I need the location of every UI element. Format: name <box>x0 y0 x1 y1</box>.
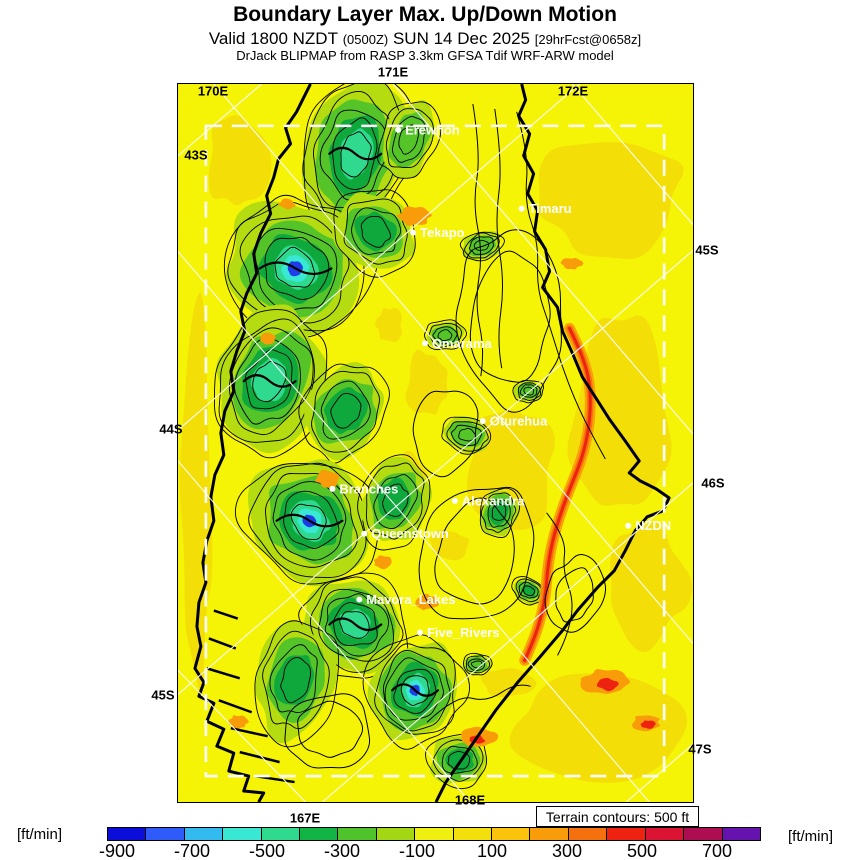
town-label: Oturehua <box>490 414 548 429</box>
page-title: Boundary Layer Max. Up/Down Motion <box>233 3 617 26</box>
town-label: Alexandra <box>462 493 525 508</box>
colorbar-unit-right: [ft/min] <box>788 828 834 845</box>
town-marker-dot <box>410 229 417 236</box>
colorbar-segment <box>261 828 301 840</box>
colorbar-segment <box>568 828 608 840</box>
town-marker-dot <box>329 485 336 492</box>
colorbar-tick-label: -900 <box>98 841 136 860</box>
grid-coordinate-label: 170E <box>197 83 229 99</box>
colorbar-segment <box>376 828 416 840</box>
colorbar-segment <box>492 828 531 840</box>
colorbar-segment <box>645 828 685 840</box>
town-label: Timaru <box>529 201 572 216</box>
colorbar-tick-label: -300 <box>323 841 361 860</box>
town-marker-dot <box>518 205 525 212</box>
grid-coordinate-label: 47S <box>688 741 712 757</box>
town-label: Branches <box>339 481 398 496</box>
colorbar-tick-label: -700 <box>173 841 211 860</box>
colorbar-segment <box>684 828 723 840</box>
forecast-map: Erewhon Timaru Tekapo Omarama Oturehua Branch… <box>177 83 694 803</box>
town-marker-dot <box>356 596 363 603</box>
colorbar-tick-label: 300 <box>551 841 583 860</box>
valid-zulu-time: (0500Z) <box>342 32 389 47</box>
map-canvas: Erewhon Timaru Tekapo Omarama Oturehua Branch… <box>178 84 693 802</box>
colorbar-tick-label: 700 <box>701 841 733 860</box>
forecast-cycle: [29hrFcst@0658z] <box>534 32 642 47</box>
colorbar-segment <box>108 828 147 840</box>
grid-coordinate-label: 45S <box>695 242 719 258</box>
grid-coordinate-label: 171E <box>377 64 409 80</box>
colorbar-segment <box>415 828 454 840</box>
colorbar-unit-left: [ft/min] <box>17 826 63 843</box>
grid-coordinate-label: 46S <box>701 475 725 491</box>
town-label: Mavora_Lakes <box>366 592 455 607</box>
town-marker-dot <box>417 629 424 636</box>
grid-coordinate-label: 43S <box>184 147 208 163</box>
town-label: NZDN <box>635 518 671 533</box>
grid-coordinate-label: 167E <box>289 810 321 826</box>
town-label: Queenstown <box>371 526 449 541</box>
town-marker-dot <box>479 418 486 425</box>
terrain-contour-note: Terrain contours: 500 ft <box>536 806 699 827</box>
town-label: Erewhon <box>405 122 460 137</box>
colorbar-segment <box>184 828 224 840</box>
valid-time: Valid 1800 NZDT <box>208 29 338 48</box>
grid-coordinate-label: 45S <box>151 687 175 703</box>
colorbar-segment <box>300 828 339 840</box>
colorbar-segment <box>146 828 185 840</box>
colorbar-segment <box>722 828 760 840</box>
grid-coordinate-label: 44S <box>159 421 183 437</box>
colorbar-tick-label: 100 <box>476 841 508 860</box>
town-marker-dot <box>451 497 458 504</box>
town-marker-dot <box>422 340 429 347</box>
town-marker-dot <box>625 522 632 529</box>
town-marker-dot <box>395 126 402 133</box>
town-label: Omarama <box>432 336 492 351</box>
colorbar <box>107 827 761 841</box>
colorbar-segment <box>453 828 493 840</box>
colorbar-segment <box>338 828 377 840</box>
model-info-line: DrJack BLIPMAP from RASP 3.3km GFSA Tdif… <box>236 48 614 63</box>
colorbar-tick-label: 500 <box>626 841 658 860</box>
colorbar-tick-label: -500 <box>248 841 286 860</box>
town-label: Five_Rivers <box>427 625 500 640</box>
town-marker-dot <box>361 530 368 537</box>
colorbar-segment <box>530 828 569 840</box>
colorbar-segment <box>223 828 262 840</box>
valid-time-line: Valid 1800 NZDT (0500Z) SUN 14 Dec 2025 … <box>0 29 850 49</box>
valid-date: SUN 14 Dec 2025 <box>392 29 530 48</box>
colorbar-segment <box>607 828 646 840</box>
grid-coordinate-label: 168E <box>454 792 486 808</box>
colorbar-tick-label: -100 <box>398 841 436 860</box>
grid-coordinate-label: 172E <box>557 83 589 99</box>
town-label: Tekapo <box>420 225 464 240</box>
